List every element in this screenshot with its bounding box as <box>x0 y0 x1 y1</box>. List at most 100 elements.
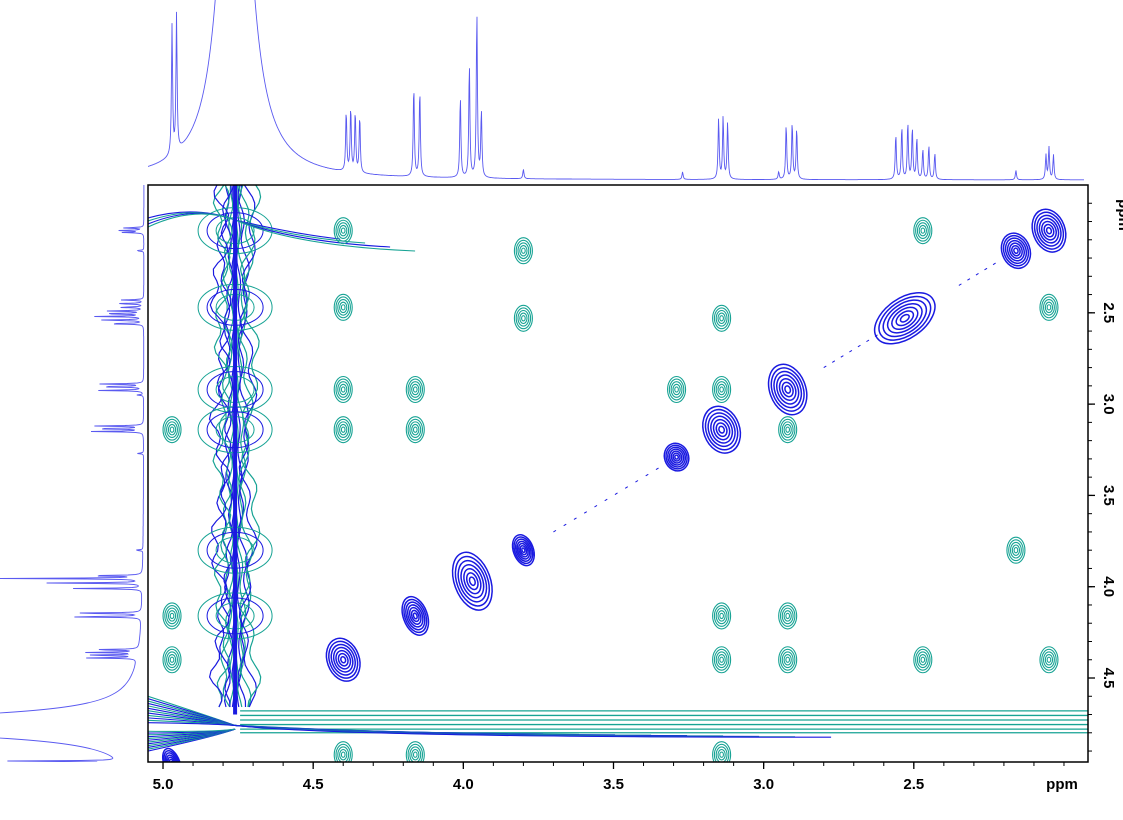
cross-peak <box>519 312 528 325</box>
diagonal-peak <box>712 418 731 441</box>
cross-peak <box>1044 301 1054 314</box>
cross-peak <box>340 386 346 393</box>
diagonal-peaks <box>161 185 1067 762</box>
diagonal-peak <box>665 444 688 470</box>
cross-peak <box>672 383 681 396</box>
diagonal-peak <box>891 306 919 330</box>
top-1d-projection <box>148 0 1084 181</box>
diagonal-peak <box>463 568 482 595</box>
cross-peak <box>715 309 728 327</box>
cross-peak <box>333 416 353 444</box>
diagonal-peak <box>401 595 430 636</box>
diagonal-peak <box>468 576 476 587</box>
diagonal-peak <box>1004 237 1028 265</box>
cross-peak <box>717 312 726 325</box>
cross-peak <box>411 748 420 761</box>
cross-peak <box>719 315 724 322</box>
x-tick-label: 5.0 <box>153 776 174 793</box>
diagonal-peak <box>519 545 528 556</box>
diagonal-peak <box>704 408 739 451</box>
x-tick-label: 4.0 <box>453 776 474 793</box>
diagonal-peak <box>167 756 177 762</box>
cross-peak <box>521 315 526 322</box>
cross-peak <box>712 304 732 332</box>
cross-peak <box>164 418 180 441</box>
diagonal-peak <box>1040 220 1057 241</box>
cross-peak <box>167 423 177 436</box>
cross-peak <box>712 602 732 630</box>
diagonal-peak <box>165 754 179 762</box>
diagonal-peak <box>1002 234 1030 267</box>
cross-peak <box>1009 541 1022 559</box>
diagonal-peak <box>335 649 352 670</box>
diagonal-peak <box>670 450 683 464</box>
cross-peak <box>920 227 926 234</box>
cross-peak <box>712 646 732 674</box>
cross-peak <box>412 751 418 758</box>
diagonal-peak <box>514 538 532 562</box>
x-tick-label: 3.0 <box>753 776 774 793</box>
cross-peak <box>785 612 791 620</box>
cross-peak <box>717 383 726 396</box>
top-projection-trace <box>148 0 1084 181</box>
diagonal-peak <box>451 551 493 611</box>
cross-peak <box>1011 544 1021 556</box>
cross-peak <box>713 743 730 762</box>
cross-peak <box>333 375 353 404</box>
x-axis-unit-label: ppm <box>1046 776 1078 793</box>
diagonal-peak <box>1038 217 1060 244</box>
cross-peak <box>913 217 933 245</box>
diagonal-peak <box>895 310 915 327</box>
contour-plot-area <box>148 185 1088 762</box>
cross-peak <box>667 375 687 404</box>
x-tick-label: 4.5 <box>303 776 324 793</box>
cross-peak <box>712 741 732 762</box>
cross-peak <box>1046 304 1052 311</box>
cross-peak <box>719 656 724 663</box>
cross-peak <box>1039 293 1059 321</box>
diagonal-peak <box>410 609 420 623</box>
y-tick-label: 2.5 <box>1100 302 1117 323</box>
cross-peak <box>411 383 420 396</box>
cross-peak <box>1041 648 1057 671</box>
cross-peak <box>519 244 528 257</box>
diagonal-peak <box>337 652 349 667</box>
t1-noise-contour <box>216 185 233 708</box>
cross-peak <box>164 648 180 671</box>
diagonal-peak <box>674 454 680 460</box>
diagonal-peak <box>412 612 418 620</box>
solvent-fan-contour <box>148 728 236 732</box>
diagonal-peak <box>886 303 923 334</box>
cross-peak <box>779 604 796 627</box>
diagonal-peak <box>1033 211 1065 250</box>
diagonal-peak <box>718 425 726 434</box>
cross-peak <box>915 648 931 671</box>
cross-peak <box>918 653 927 666</box>
x-axis: 5.0 4.5 4.0 3.5 3.0 2.5 <box>153 762 1065 793</box>
diagonal-peak <box>405 601 426 631</box>
diagonal-peak <box>775 374 800 405</box>
plot-frame <box>147 184 1089 763</box>
cross-peak <box>335 296 351 319</box>
diagonal-trace <box>958 261 999 286</box>
cross-peak <box>162 416 182 444</box>
cross-peak <box>339 224 348 237</box>
cross-peak <box>719 751 724 758</box>
cross-peak <box>913 646 933 674</box>
cross-peak <box>339 383 348 396</box>
solvent-t1-noise <box>148 185 416 708</box>
cross-peak <box>337 421 350 439</box>
diagonal-peak <box>521 547 526 554</box>
diagonal-trace <box>823 334 879 369</box>
diagonal-peak <box>460 564 485 599</box>
diagonal-peak <box>517 542 529 558</box>
cross-peak <box>778 416 798 444</box>
cross-peak <box>1041 296 1057 319</box>
diagonal-peak <box>778 378 797 402</box>
y-axis-unit-label: ppm <box>1115 199 1123 231</box>
diagonal-peak <box>403 598 428 634</box>
cross-peak <box>515 307 532 330</box>
cross-peak <box>1008 539 1024 562</box>
cross-peak <box>674 386 679 393</box>
